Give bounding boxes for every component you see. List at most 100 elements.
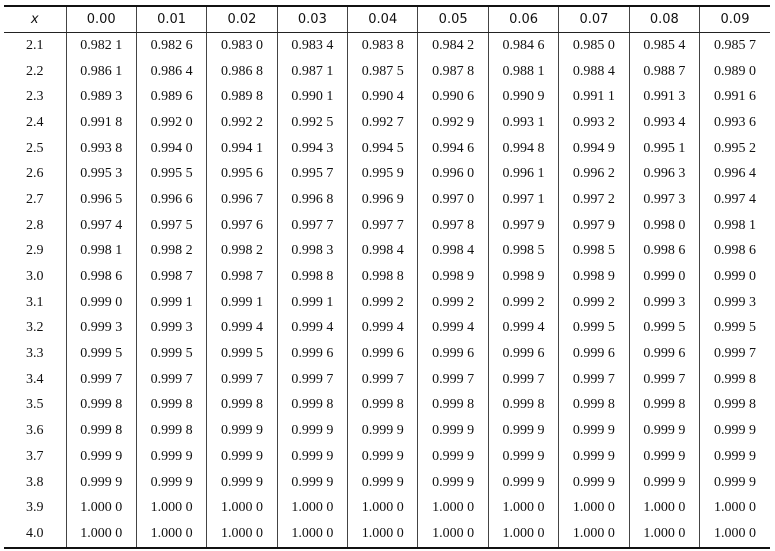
cell: 0.999 4 (487, 315, 559, 342)
cell: 1.000 0 (417, 521, 489, 548)
header-cell: 0.00 (65, 6, 137, 33)
table-row: 2.3 0.989 3 0.989 6 0.989 8 0.990 1 0.990 4 0.… (4, 84, 770, 111)
cell: 0.993 2 (558, 110, 630, 136)
cell: 0.995 1 (628, 135, 700, 162)
cell: 0.999 5 (65, 341, 137, 367)
cell: 0.993 8 (65, 135, 137, 162)
row-label: 3.3 (26, 346, 44, 362)
cell: 0.990 4 (347, 84, 418, 111)
row-label: 2.8 (26, 217, 44, 233)
table-row: 2.2 0.986 1 0.986 4 0.986 8 0.987 1 0.987 5 0.… (4, 58, 770, 85)
cell: 0.999 7 (699, 341, 770, 367)
cell: 0.999 9 (558, 444, 630, 470)
header-cell: 0.02 (206, 6, 278, 33)
table-row: 2.4 0.991 8 0.992 0 0.992 2 0.992 5 0.992 7 0.… (4, 110, 770, 136)
table-row: 3.5 0.999 8 0.999 8 0.999 8 0.999 8 0.999 8 0.… (4, 392, 770, 419)
cell: 1.000 0 (65, 521, 137, 548)
cell: 0.988 7 (628, 58, 700, 85)
cell: 0.998 7 (135, 264, 207, 290)
cell: 0.986 1 (65, 58, 137, 85)
cell: 0.999 9 (628, 469, 700, 496)
cell: 0.995 2 (699, 135, 770, 162)
cell: 0.997 4 (65, 212, 137, 239)
cell: 0.999 8 (699, 366, 770, 393)
table-row: 3.2 0.999 3 0.999 3 0.999 4 0.999 4 0.999 4 0.… (4, 315, 770, 342)
cell: 0.997 5 (135, 212, 207, 239)
table-row: 3.9 1.000 0 1.000 0 1.000 0 1.000 0 1.000 0 1.… (4, 495, 770, 522)
cell: 0.998 9 (417, 264, 489, 290)
cell: 0.999 9 (417, 469, 489, 496)
cell: 0.997 7 (276, 212, 348, 239)
cell: 0.999 3 (65, 315, 137, 342)
cell: 0.999 9 (699, 469, 770, 496)
cell: 0.999 8 (206, 392, 278, 419)
cell: 0.996 6 (135, 187, 207, 213)
cell: 0.997 8 (417, 212, 489, 239)
cell: 1.000 0 (206, 521, 278, 548)
table-row: 2.9 0.998 1 0.998 2 0.998 2 0.998 3 0.998 4 0.… (4, 238, 770, 265)
cell: 0.986 4 (135, 58, 207, 85)
cell: 0.998 6 (65, 264, 137, 290)
cell: 0.999 7 (487, 366, 559, 393)
cell: 0.998 1 (65, 238, 137, 265)
cell: 0.991 6 (699, 84, 770, 111)
cell: 0.997 2 (558, 187, 630, 213)
cell: 0.997 4 (699, 187, 770, 213)
cell: 0.999 8 (276, 392, 348, 419)
header-row: x 0.00 0.01 0.02 0.03 0.04 0.05 0.06 0.07 0.08 0.0… (4, 6, 770, 33)
cell: 0.997 0 (417, 187, 489, 213)
header-cell: 0.01 (135, 6, 207, 33)
cell: 0.999 5 (206, 341, 278, 367)
cell: 0.996 0 (417, 161, 489, 188)
row-label: 3.2 (26, 320, 44, 336)
cell: 0.996 9 (347, 187, 418, 213)
cell: 1.000 0 (347, 495, 418, 522)
cell: 0.999 1 (206, 289, 278, 316)
cell: 0.991 8 (65, 110, 137, 136)
cell: 0.999 5 (558, 315, 630, 342)
cell: 0.998 5 (487, 238, 559, 265)
row-label: 3.8 (26, 474, 44, 490)
cell: 1.000 0 (347, 521, 418, 548)
cell: 1.000 0 (276, 521, 348, 548)
table-row: 3.8 0.999 9 0.999 9 0.999 9 0.999 9 0.999 9 0.… (4, 469, 770, 496)
cell: 0.998 4 (417, 238, 489, 265)
cell: 0.998 2 (135, 238, 207, 265)
cell: 0.999 2 (347, 289, 418, 316)
cell: 0.996 1 (487, 161, 559, 188)
cell: 0.999 4 (276, 315, 348, 342)
cell: 0.999 6 (558, 341, 630, 367)
row-label: 3.7 (26, 448, 44, 464)
cell: 0.999 9 (558, 469, 630, 496)
cell: 0.985 7 (699, 32, 770, 59)
cell: 0.997 1 (487, 187, 559, 213)
cell: 0.998 5 (558, 238, 630, 265)
cell: 1.000 0 (699, 521, 770, 548)
cell: 0.998 6 (699, 238, 770, 265)
cell: 0.998 2 (206, 238, 278, 265)
cell: 0.998 9 (558, 264, 630, 290)
cell: 0.999 3 (699, 289, 770, 316)
cell: 0.997 9 (487, 212, 559, 239)
cell: 1.000 0 (135, 521, 207, 548)
cell: 0.984 6 (487, 32, 559, 59)
cell: 0.999 7 (135, 366, 207, 393)
header-cell: 0.09 (699, 6, 770, 33)
row-label: 2.4 (26, 114, 44, 130)
header-cell: 0.04 (347, 6, 418, 33)
cell: 0.998 3 (276, 238, 348, 265)
cell: 0.989 0 (699, 58, 770, 85)
cell: 0.999 0 (628, 264, 700, 290)
row-label: 2.1 (26, 37, 44, 53)
cell: 0.986 8 (206, 58, 278, 85)
row-label: 3.9 (26, 500, 44, 516)
cell: 0.992 0 (135, 110, 207, 136)
cell: 1.000 0 (558, 495, 630, 522)
cell: 0.999 3 (135, 315, 207, 342)
table-row: 3.1 0.999 0 0.999 1 0.999 1 0.999 1 0.999 2 0.… (4, 289, 770, 316)
cell: 0.999 9 (628, 444, 700, 470)
cell: 0.998 0 (628, 212, 700, 239)
cell: 0.999 9 (487, 469, 559, 496)
cell: 0.999 9 (206, 444, 278, 470)
